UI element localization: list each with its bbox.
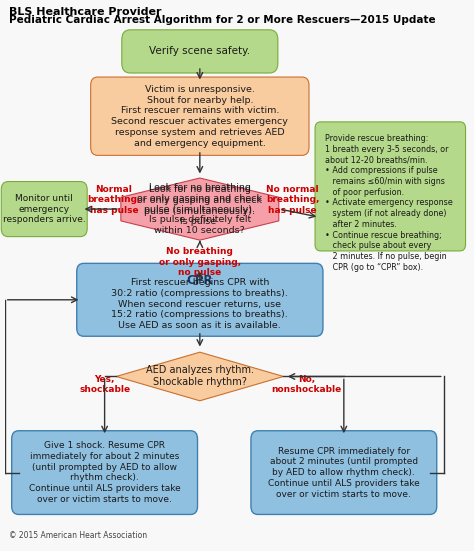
FancyBboxPatch shape: [315, 122, 465, 251]
Text: No normal
breathing,
has pulse: No normal breathing, has pulse: [266, 185, 319, 215]
Text: Look for no breathing
or only gasping and check
pulse (simultaneously).
Is pulse: Look for no breathing or only gasping an…: [137, 185, 262, 226]
Text: Look for no breathing
or only gasping and check
pulse (simultaneously).
Is pulse: Look for no breathing or only gasping an…: [137, 183, 262, 235]
Text: Yes,
shockable: Yes, shockable: [79, 375, 130, 395]
Text: Provide rescue breathing:
1 breath every 3-5 seconds, or
about 12-20 breaths/min: Provide rescue breathing: 1 breath every…: [325, 134, 453, 272]
Text: Pediatric Cardiac Arrest Algorithm for 2 or More Rescuers—2015 Update: Pediatric Cardiac Arrest Algorithm for 2…: [9, 15, 436, 25]
Text: Monitor until
emergency
responders arrive.: Monitor until emergency responders arriv…: [3, 194, 86, 224]
FancyBboxPatch shape: [12, 431, 198, 515]
Text: No breathing
or only gasping,
no pulse: No breathing or only gasping, no pulse: [159, 247, 241, 277]
Text: First rescuer begins CPR with
30:2 ratio (compressions to breaths).
When second : First rescuer begins CPR with 30:2 ratio…: [111, 278, 288, 330]
FancyBboxPatch shape: [91, 77, 309, 155]
Text: © 2015 American Heart Association: © 2015 American Heart Association: [9, 531, 147, 540]
Text: Verify scene safety.: Verify scene safety.: [149, 46, 250, 56]
FancyBboxPatch shape: [122, 30, 278, 73]
Text: No,
nonshockable: No, nonshockable: [272, 375, 342, 395]
Text: Give 1 shock. Resume CPR
immediately for about 2 minutes
(until prompted by AED : Give 1 shock. Resume CPR immediately for…: [29, 441, 181, 504]
Polygon shape: [121, 178, 279, 240]
FancyBboxPatch shape: [1, 181, 87, 236]
Text: BLS Healthcare Provider: BLS Healthcare Provider: [9, 7, 162, 17]
Text: Resume CPR immediately for
about 2 minutes (until prompted
by AED to allow rhyth: Resume CPR immediately for about 2 minut…: [268, 447, 419, 499]
FancyBboxPatch shape: [251, 431, 437, 515]
Text: Normal
breathing,
has pulse: Normal breathing, has pulse: [87, 185, 141, 215]
FancyBboxPatch shape: [77, 263, 323, 336]
Text: Victim is unresponsive.
Shout for nearby help.
First rescuer remains with victim: Victim is unresponsive. Shout for nearby…: [111, 85, 288, 148]
Polygon shape: [116, 352, 283, 401]
Text: AED analyzes rhythm.
Shockable rhythm?: AED analyzes rhythm. Shockable rhythm?: [146, 365, 254, 387]
Text: CPR: CPR: [187, 274, 213, 287]
